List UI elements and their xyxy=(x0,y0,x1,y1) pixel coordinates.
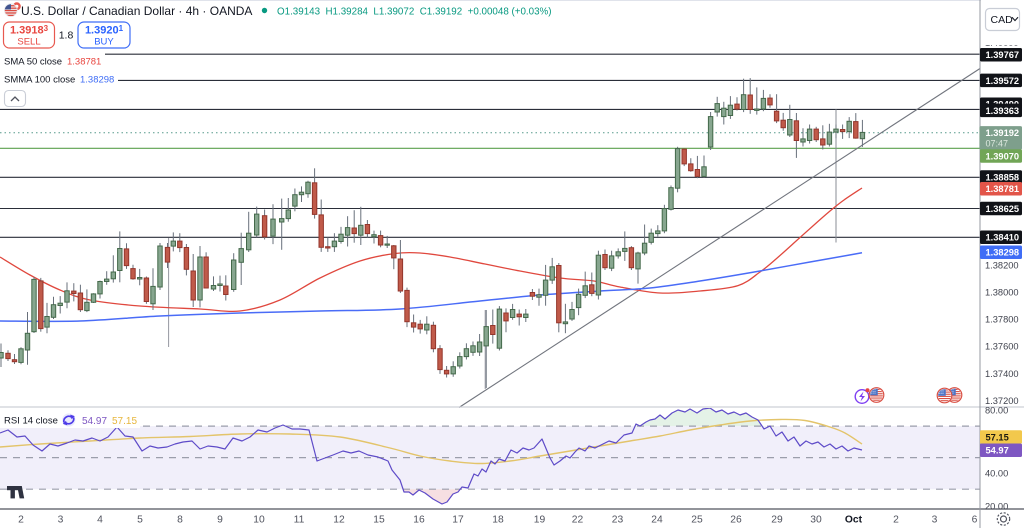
svg-text:1.38781: 1.38781 xyxy=(986,184,1020,194)
svg-text:1.40000: 1.40000 xyxy=(985,38,1019,48)
svg-text:54.97: 54.97 xyxy=(82,416,107,427)
svg-text:22: 22 xyxy=(572,515,584,526)
svg-text:SMMA 100 close: SMMA 100 close xyxy=(4,75,75,86)
svg-text:23: 23 xyxy=(612,515,624,526)
svg-text:10: 10 xyxy=(253,515,265,526)
svg-text:5: 5 xyxy=(137,515,143,526)
svg-text:1.38410: 1.38410 xyxy=(986,233,1020,243)
svg-text:24: 24 xyxy=(651,515,663,526)
svg-text:30: 30 xyxy=(810,515,822,526)
svg-text:11: 11 xyxy=(294,515,305,526)
svg-text:1.39363: 1.39363 xyxy=(986,106,1020,116)
svg-text:RSI 14 close: RSI 14 close xyxy=(4,416,58,427)
svg-text:U.S. Dollar / Canadian Dollar: U.S. Dollar / Canadian Dollar · 4h · OAN… xyxy=(21,4,252,18)
svg-text:1.39192: 1.39192 xyxy=(986,128,1020,138)
svg-text:3: 3 xyxy=(58,515,64,526)
svg-text:57.15: 57.15 xyxy=(986,432,1009,442)
svg-text:17: 17 xyxy=(452,515,464,526)
svg-text:6: 6 xyxy=(972,515,978,526)
svg-text:CAD: CAD xyxy=(991,14,1014,26)
svg-text:20.00: 20.00 xyxy=(985,502,1008,512)
svg-text:29: 29 xyxy=(771,515,783,526)
svg-text:07:47: 07:47 xyxy=(986,138,1009,148)
svg-text:4: 4 xyxy=(97,515,103,526)
svg-text:1.38858: 1.38858 xyxy=(986,172,1020,182)
svg-text:26: 26 xyxy=(730,515,742,526)
svg-text:1.37200: 1.37200 xyxy=(985,396,1019,406)
svg-text:1.37600: 1.37600 xyxy=(985,342,1019,352)
svg-text:1.39201: 1.39201 xyxy=(85,24,124,37)
svg-text:1.39070: 1.39070 xyxy=(986,151,1020,161)
svg-text:1.39572: 1.39572 xyxy=(986,76,1020,86)
svg-text:1.38298: 1.38298 xyxy=(80,75,114,86)
svg-text:SELL: SELL xyxy=(17,37,40,48)
svg-text:3: 3 xyxy=(932,515,938,526)
svg-text:15: 15 xyxy=(373,515,385,526)
svg-text:2: 2 xyxy=(893,515,899,526)
svg-text:1.39183: 1.39183 xyxy=(10,24,49,37)
svg-text:80.00: 80.00 xyxy=(985,406,1008,416)
svg-text:1.37800: 1.37800 xyxy=(985,315,1019,325)
svg-text:BUY: BUY xyxy=(94,37,114,48)
svg-text:1.39767: 1.39767 xyxy=(986,50,1020,60)
svg-text:19: 19 xyxy=(534,515,546,526)
svg-text:1.38200: 1.38200 xyxy=(985,260,1019,270)
svg-text:40.00: 40.00 xyxy=(985,469,1008,479)
svg-text:2: 2 xyxy=(18,515,24,526)
svg-text:O1.39143 H1.39284 L1.39072: O1.39143 H1.39284 L1.39072 C1.39192 +0.0… xyxy=(277,6,552,17)
svg-text:1.38781: 1.38781 xyxy=(67,56,101,67)
svg-text:25: 25 xyxy=(691,515,703,526)
svg-text:54.97: 54.97 xyxy=(986,446,1009,456)
svg-text:1.8: 1.8 xyxy=(59,30,74,42)
svg-text:SMA 50 close: SMA 50 close xyxy=(4,56,62,67)
svg-text:16: 16 xyxy=(413,515,425,526)
svg-text:57.15: 57.15 xyxy=(112,416,137,427)
svg-text:8: 8 xyxy=(177,515,183,526)
svg-text:12: 12 xyxy=(333,515,345,526)
svg-text:9: 9 xyxy=(217,515,223,526)
svg-text:18: 18 xyxy=(492,515,504,526)
svg-text:1.38000: 1.38000 xyxy=(985,287,1019,297)
svg-text:1.37400: 1.37400 xyxy=(985,369,1019,379)
svg-text:1.38298: 1.38298 xyxy=(986,248,1020,258)
svg-text:Oct: Oct xyxy=(845,515,863,526)
svg-text:1.38625: 1.38625 xyxy=(986,204,1020,214)
